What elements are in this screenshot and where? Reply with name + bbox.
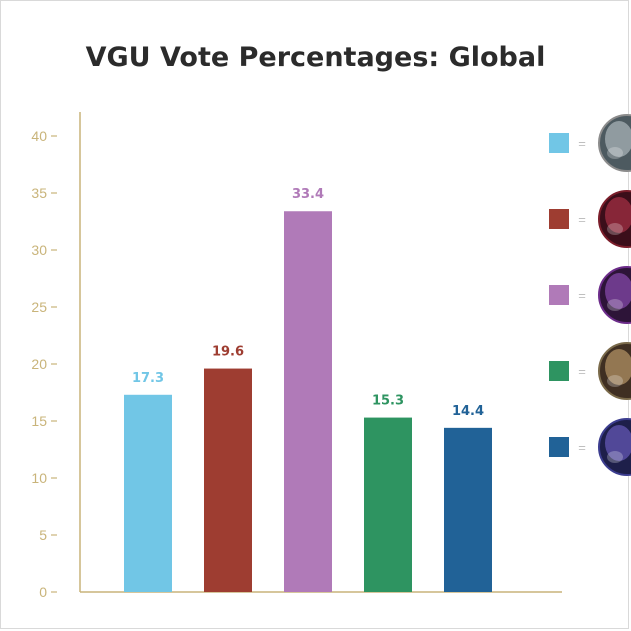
- champion-portrait-icon: [598, 418, 631, 476]
- bar: [444, 427, 492, 592]
- champion-portrait-icon: [598, 266, 631, 324]
- y-tick-label: 25: [31, 299, 47, 315]
- bar: [124, 394, 172, 592]
- bar: [204, 368, 252, 592]
- y-tick-label: 30: [31, 242, 47, 258]
- legend-equals-sign: =: [578, 136, 586, 151]
- bar-value-label: 33.4: [292, 187, 324, 202]
- legend-equals-sign: =: [578, 364, 586, 379]
- y-tick-label: 40: [31, 128, 47, 144]
- legend: = = = = =: [549, 114, 631, 476]
- legend-swatch: [549, 361, 569, 381]
- bar-value-label: 17.3: [132, 371, 164, 386]
- bar-value-label: 19.6: [212, 345, 244, 360]
- champion-portrait-icon: [598, 342, 631, 400]
- value-labels: 17.3 19.6 33.4 15.3 14.4: [132, 187, 484, 419]
- legend-equals-sign: =: [578, 288, 586, 303]
- y-tick-label: 15: [31, 413, 47, 429]
- bar: [284, 211, 332, 593]
- legend-swatch: [549, 437, 569, 457]
- legend-swatch: [549, 285, 569, 305]
- y-tick-label: 10: [31, 470, 47, 486]
- y-tick-label: 0: [39, 584, 47, 600]
- chart-title: VGU Vote Percentages: Global: [85, 42, 546, 73]
- y-tick-label: 5: [39, 527, 47, 543]
- y-tick-label: 20: [31, 356, 47, 372]
- legend-equals-sign: =: [578, 212, 586, 227]
- bar-value-label: 15.3: [372, 394, 404, 409]
- legend-entry: =: [549, 266, 631, 324]
- legend-equals-sign: =: [578, 440, 586, 455]
- legend-swatch: [549, 209, 569, 229]
- champion-portrait-icon: [598, 190, 631, 248]
- bars: [124, 211, 492, 593]
- bar-value-label: 14.4: [452, 404, 484, 419]
- legend-entry: =: [549, 114, 631, 172]
- legend-entry: =: [549, 342, 631, 400]
- champion-portrait-icon: [598, 114, 631, 172]
- legend-swatch: [549, 133, 569, 153]
- y-tick-label: 35: [31, 185, 47, 201]
- legend-entry: =: [549, 190, 631, 248]
- legend-entry: =: [549, 418, 631, 476]
- bar: [364, 417, 412, 592]
